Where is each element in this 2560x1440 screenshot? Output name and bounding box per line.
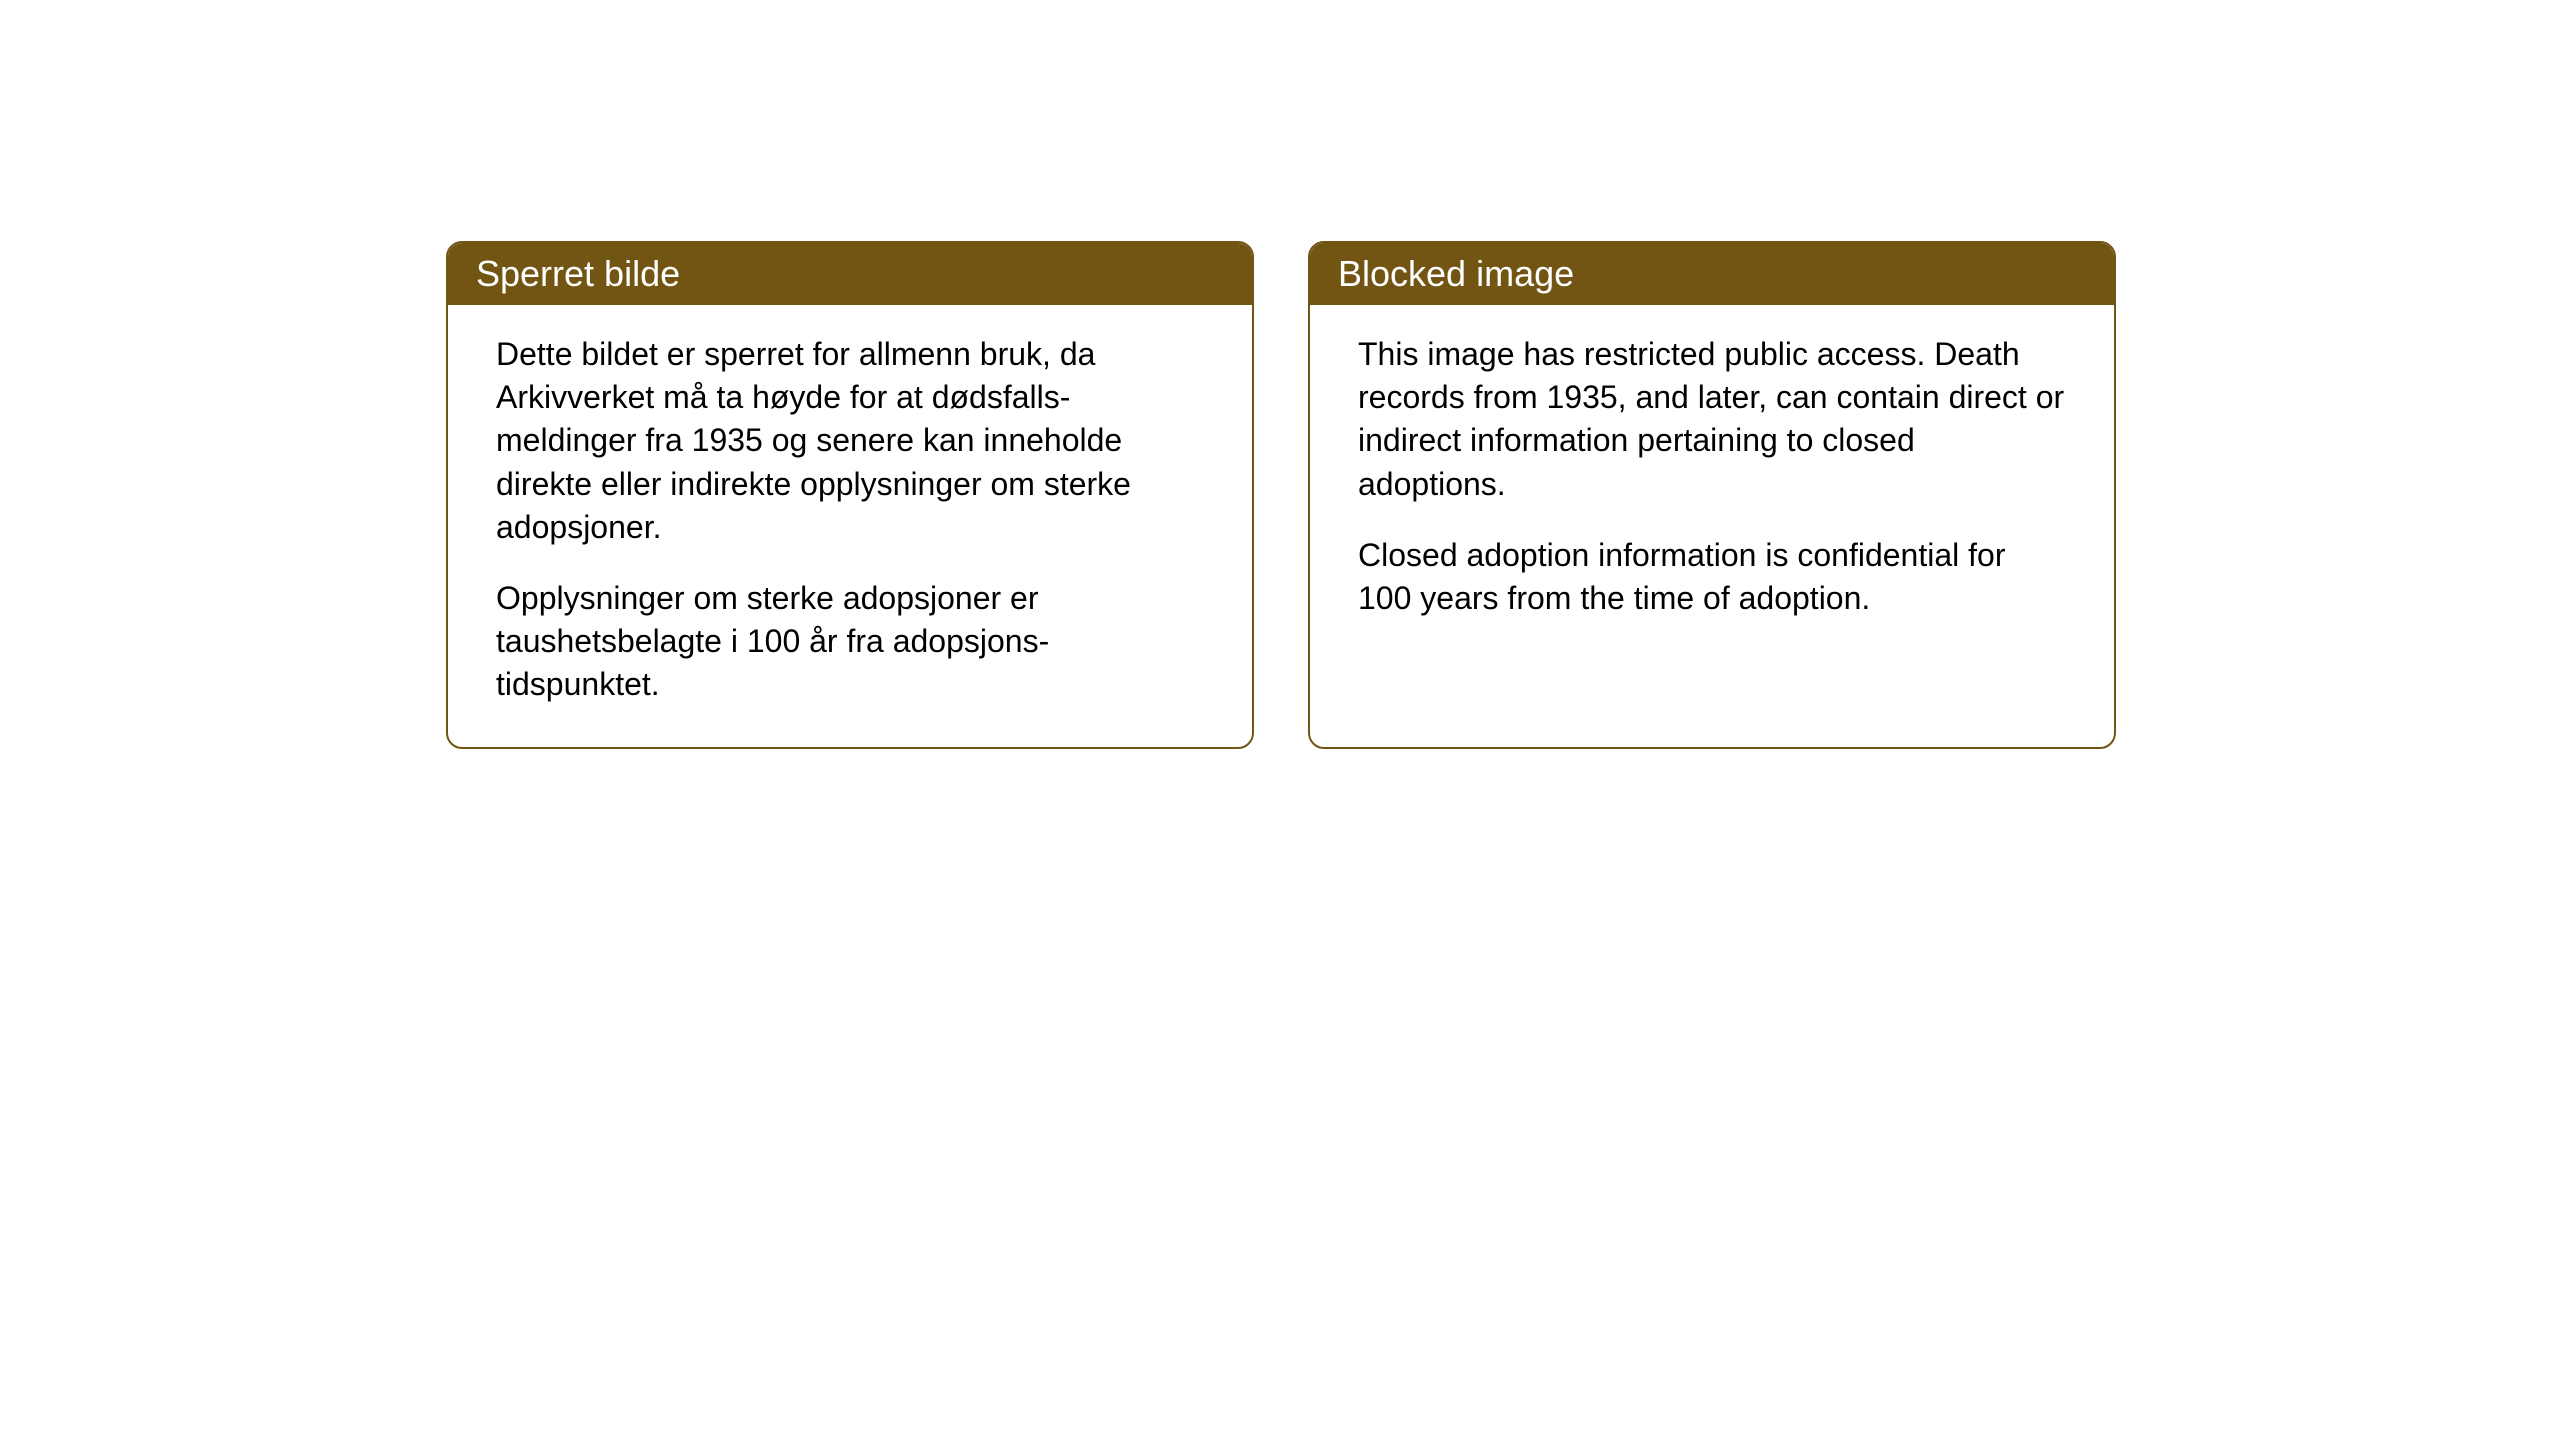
- norwegian-paragraph-1: Dette bildet er sperret for allmenn bruk…: [496, 333, 1204, 549]
- english-notice-card: Blocked image This image has restricted …: [1308, 241, 2116, 749]
- notice-container: Sperret bilde Dette bildet er sperret fo…: [446, 241, 2116, 749]
- norwegian-notice-card: Sperret bilde Dette bildet er sperret fo…: [446, 241, 1254, 749]
- english-card-title: Blocked image: [1310, 243, 2114, 305]
- english-paragraph-2: Closed adoption information is confident…: [1358, 534, 2066, 620]
- norwegian-paragraph-2: Opplysninger om sterke adopsjoner er tau…: [496, 577, 1204, 707]
- norwegian-card-body: Dette bildet er sperret for allmenn bruk…: [448, 305, 1252, 747]
- norwegian-card-title: Sperret bilde: [448, 243, 1252, 305]
- english-card-body: This image has restricted public access.…: [1310, 305, 2114, 660]
- english-paragraph-1: This image has restricted public access.…: [1358, 333, 2066, 506]
